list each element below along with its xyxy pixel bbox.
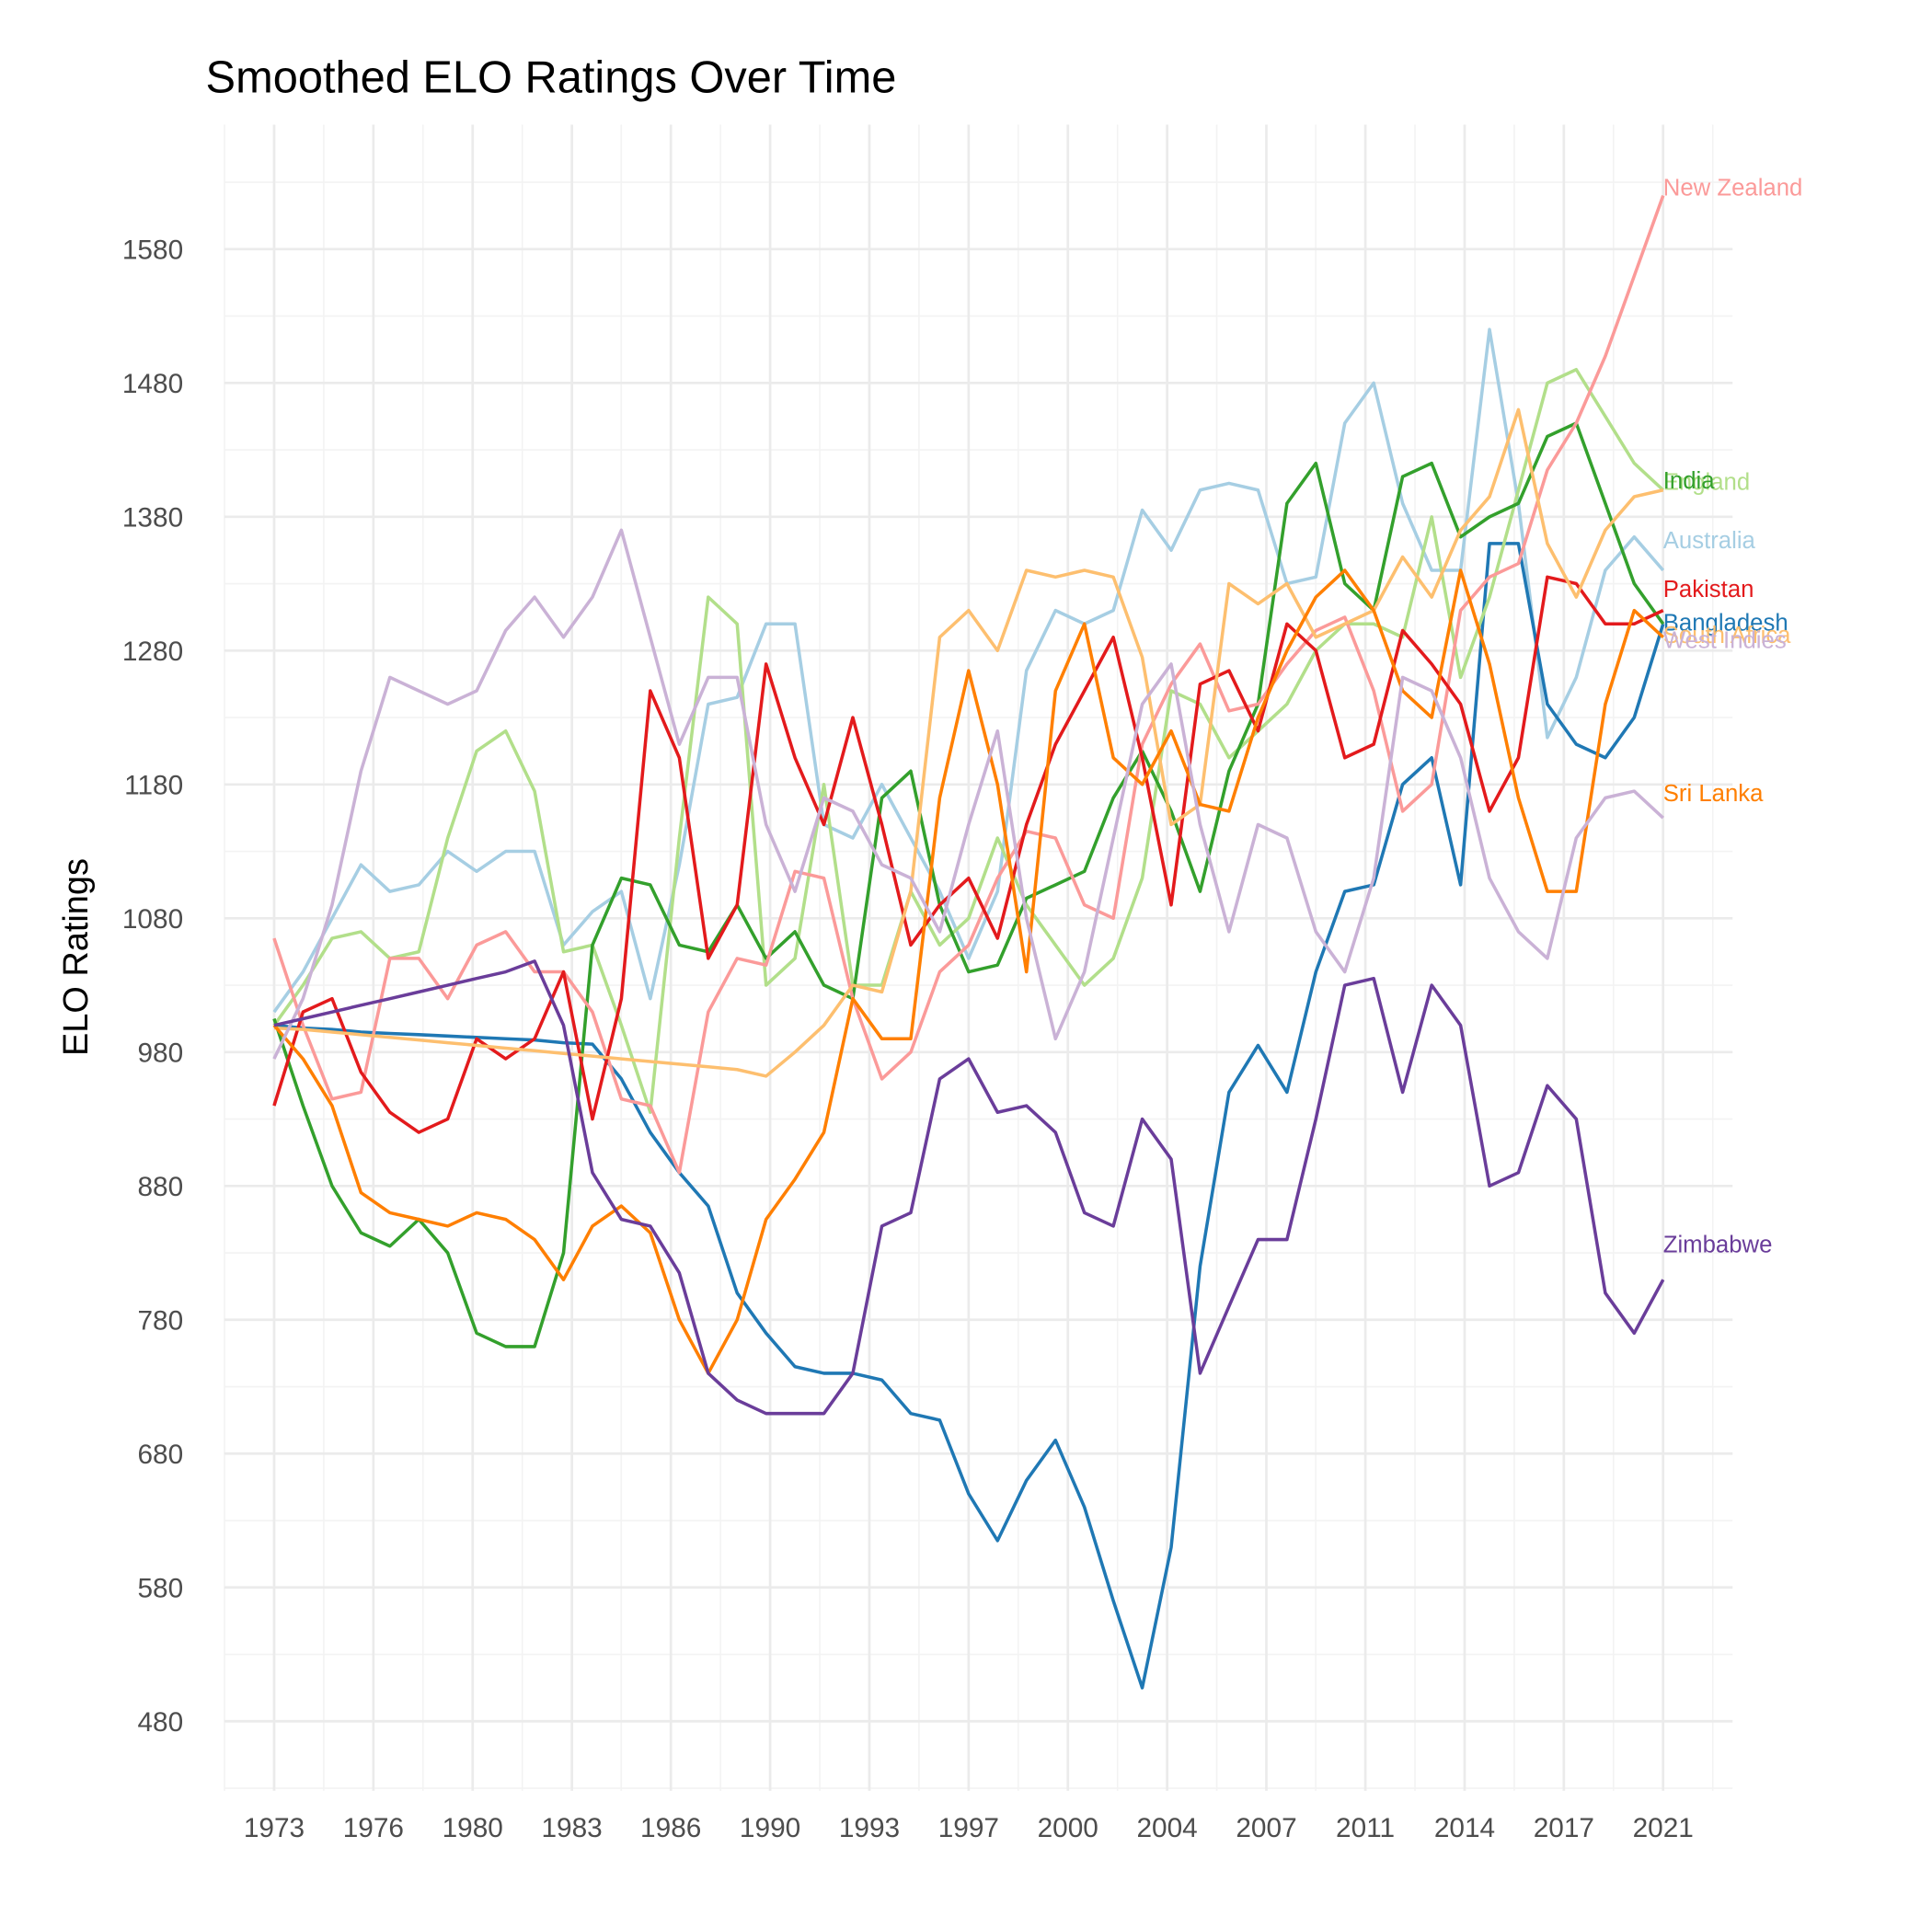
series-label: New Zealand	[1663, 176, 1803, 201]
series-label: England	[1663, 469, 1750, 495]
x-tick-label: 2014	[1434, 1813, 1495, 1843]
series-label: Pakistan	[1663, 577, 1754, 602]
x-tick-label: 1997	[938, 1813, 999, 1843]
series-line	[272, 195, 1665, 1175]
x-tick-label: 2017	[1534, 1813, 1594, 1843]
y-tick-label: 1080	[122, 904, 183, 935]
series-line	[272, 327, 1665, 1014]
series-line	[272, 421, 1665, 1348]
x-tick-label: 1983	[541, 1813, 602, 1843]
y-tick-label: 780	[137, 1306, 183, 1337]
x-tick-label: 2007	[1236, 1813, 1296, 1843]
series-label: South Africa	[1663, 623, 1791, 648]
x-tick-label: 2004	[1136, 1813, 1197, 1843]
y-tick-label: 680	[137, 1440, 183, 1470]
x-tick-label: 1990	[740, 1813, 800, 1843]
series-line	[273, 542, 1665, 1690]
series-line	[273, 407, 1664, 1078]
series-line	[272, 568, 1664, 1375]
series-label: Bangladesh	[1663, 611, 1788, 637]
series-line	[272, 367, 1664, 1114]
x-tick-label: 1976	[343, 1813, 404, 1843]
y-tick-label: 480	[137, 1707, 183, 1738]
series-line	[272, 528, 1664, 1060]
grid: 480 580 680 780 880 980 1080 1180 1280 1380 1480 15…	[122, 124, 1733, 1843]
x-tick-label: 2011	[1336, 1813, 1395, 1843]
chart-title: Smoothed ELO Ratings Over Time	[206, 52, 897, 102]
series-label: India	[1663, 468, 1715, 494]
lines	[272, 195, 1665, 1690]
x-tick-label: 2021	[1633, 1813, 1694, 1843]
y-tick-label: 1280	[122, 637, 183, 667]
y-tick-label: 580	[137, 1574, 183, 1604]
y-tick-label: 880	[137, 1172, 183, 1202]
y-tick-label: 1380	[122, 503, 183, 534]
series-label: West Indies	[1663, 628, 1787, 654]
series-line	[272, 575, 1664, 1134]
x-tick-label: 1986	[640, 1813, 701, 1843]
y-tick-label: 1480	[122, 369, 183, 399]
y-tick-label: 980	[137, 1039, 183, 1069]
x-tick-label: 1973	[244, 1813, 305, 1843]
series-label: Australia	[1663, 528, 1756, 554]
x-tick-label: 1993	[839, 1813, 900, 1843]
x-tick-label: 1980	[443, 1813, 503, 1843]
y-axis-label: ELO Ratings	[57, 858, 96, 1056]
y-tick-label: 1580	[122, 235, 183, 266]
series-line	[273, 959, 1665, 1416]
series-label: Sri Lanka	[1663, 781, 1764, 807]
x-tick-label: 2000	[1038, 1813, 1098, 1843]
series-label: Zimbabwe	[1663, 1233, 1773, 1258]
y-tick-label: 1180	[124, 771, 183, 801]
